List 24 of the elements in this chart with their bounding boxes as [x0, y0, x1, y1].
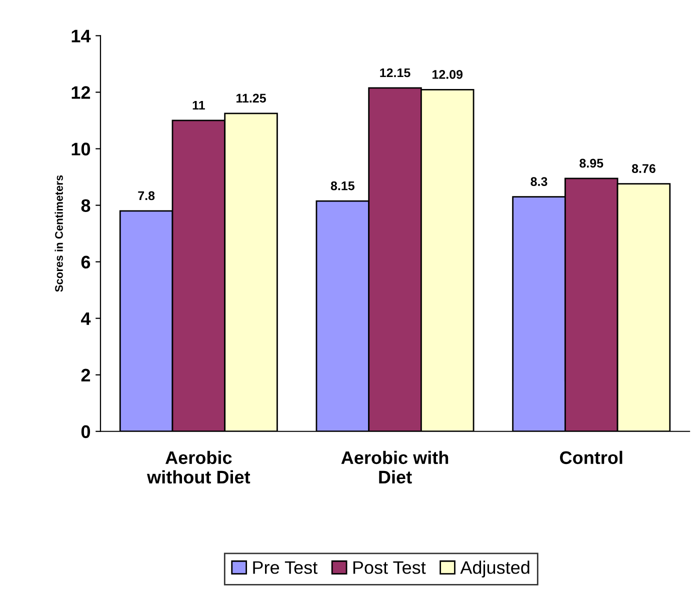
data-label: 8.3 — [530, 177, 548, 186]
legend-label: Post Test — [353, 561, 426, 574]
data-label: 11 — [192, 100, 205, 110]
y-tick-label: 8 — [81, 199, 90, 212]
data-label: 11.25 — [236, 94, 266, 103]
y-axis-title: Scores in Centimeters — [54, 175, 63, 292]
data-label: 12.09 — [432, 70, 463, 79]
data-label: 8.95 — [580, 158, 604, 168]
x-tick-label: Aerobic without Diet — [146, 450, 250, 484]
y-tick-label: 6 — [81, 256, 90, 269]
y-tick-label: 2 — [81, 368, 90, 382]
data-label: 12.15 — [380, 68, 410, 78]
y-tick-label: 12 — [72, 86, 90, 99]
y-tick-label: 14 — [72, 30, 91, 42]
legend-label: Adjusted — [460, 560, 530, 578]
x-tick-label: Aerobic with Diet — [341, 450, 448, 484]
data-label: 8.15 — [330, 181, 354, 190]
legend-label: Pre Test — [253, 561, 318, 574]
x-tick-label: Control — [560, 450, 622, 464]
data-label: 7.8 — [138, 191, 155, 200]
data-label: 8.76 — [632, 164, 656, 173]
y-tick-label: 4 — [80, 312, 91, 325]
y-tick-label: 10 — [72, 142, 90, 156]
y-tick-label: 0 — [81, 425, 90, 438]
